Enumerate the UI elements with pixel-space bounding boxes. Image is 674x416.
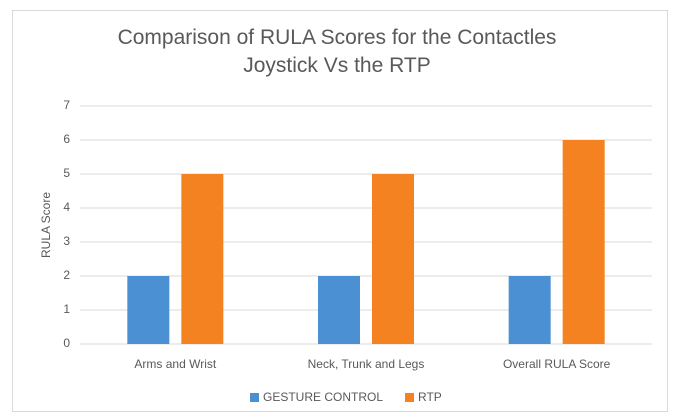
legend-swatch bbox=[250, 393, 259, 402]
legend-label: RTP bbox=[418, 390, 442, 404]
y-tick-label: 6 bbox=[63, 132, 70, 146]
x-tick-label: Overall RULA Score bbox=[503, 357, 611, 371]
y-tick-label: 2 bbox=[63, 268, 70, 282]
bar bbox=[508, 276, 551, 344]
bar bbox=[372, 174, 414, 344]
y-tick-label: 1 bbox=[63, 302, 70, 316]
y-tick-label: 7 bbox=[63, 98, 70, 112]
y-tick-label: 4 bbox=[63, 200, 70, 214]
bar bbox=[562, 140, 605, 344]
bar bbox=[127, 276, 170, 344]
y-tick-label: 0 bbox=[63, 336, 70, 350]
bar bbox=[181, 174, 224, 344]
bar bbox=[318, 276, 360, 344]
y-axis-label: RULA Score bbox=[39, 192, 53, 258]
y-tick-label: 5 bbox=[63, 166, 70, 180]
x-tick-label: Neck, Trunk and Legs bbox=[308, 357, 425, 371]
chart-title: Comparison of RULA Scores for the Contac… bbox=[117, 26, 557, 77]
legend-swatch bbox=[405, 393, 415, 402]
x-tick-label: Arms and Wrist bbox=[134, 357, 216, 371]
legend-label: GESTURE CONTROL bbox=[263, 390, 383, 404]
chart-border bbox=[12, 10, 668, 412]
y-tick-label: 3 bbox=[63, 234, 70, 248]
